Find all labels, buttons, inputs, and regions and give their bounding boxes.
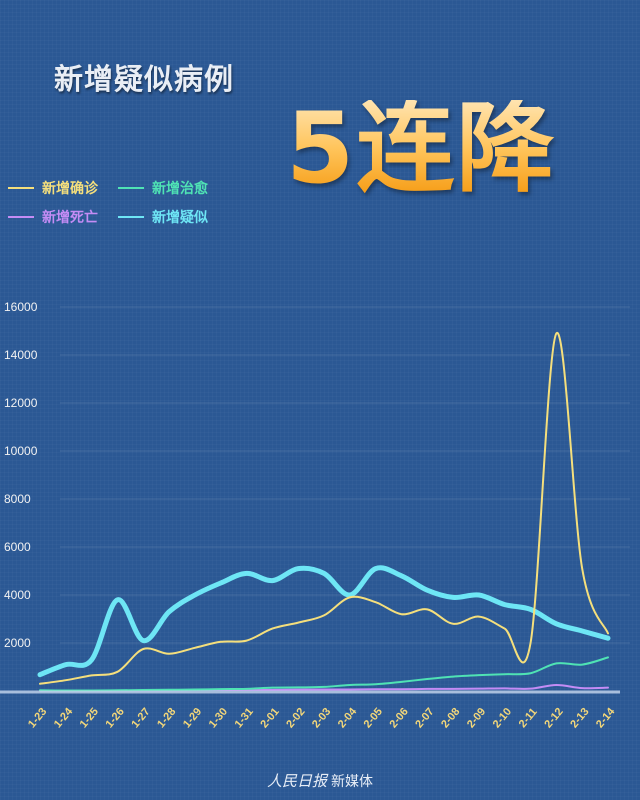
x-tick-label: 2-11 xyxy=(517,706,540,730)
legend-label-suspected: 新增疑似 xyxy=(152,210,208,226)
y-tick-label: 10000 xyxy=(4,444,38,458)
x-tick-label: 1-31 xyxy=(233,706,256,731)
x-tick-label: 2-13 xyxy=(568,706,591,731)
y-tick-label: 6000 xyxy=(4,540,31,554)
legend-item-deaths: 新增死亡 xyxy=(8,207,118,227)
legend-item-recovered: 新增治愈 xyxy=(118,178,228,198)
series-line xyxy=(37,565,611,678)
brand-suffix: 新媒体 xyxy=(331,774,373,790)
x-tick-label: 2-02 xyxy=(284,706,307,731)
y-tick-label: 16000 xyxy=(4,300,38,314)
y-tick-label: 12000 xyxy=(4,396,38,410)
line-chart: 2000 4000 6000 8000 10000 12000 14000 16000 1-2… xyxy=(0,300,630,730)
data-series xyxy=(37,332,611,692)
x-tick-label: 1-29 xyxy=(181,706,204,731)
x-tick-label: 1-23 xyxy=(26,706,49,731)
legend-swatch-suspected xyxy=(118,216,144,218)
x-tick-label: 2-01 xyxy=(258,706,281,731)
x-tick-label: 2-14 xyxy=(594,705,618,730)
y-tick-label: 8000 xyxy=(4,492,31,506)
x-tick-label: 2-12 xyxy=(542,706,565,731)
y-tick-label: 2000 xyxy=(4,636,31,650)
legend-item-suspected: 新增疑似 xyxy=(118,207,228,227)
chart-legend: 新增确诊 新增治愈 新增死亡 新增疑似 xyxy=(8,178,228,227)
x-tick-label: 2-07 xyxy=(413,706,436,731)
y-tick-label: 14000 xyxy=(4,348,38,362)
x-tick-label: 1-24 xyxy=(52,705,76,730)
series-line xyxy=(39,332,609,685)
x-tick-label: 2-06 xyxy=(387,706,410,731)
x-tick-label: 1-28 xyxy=(155,706,178,731)
series-line xyxy=(39,656,609,692)
x-tick-label: 1-26 xyxy=(103,706,126,731)
legend-swatch-deaths xyxy=(8,216,34,218)
x-tick-label: 2-09 xyxy=(465,706,488,731)
x-axis-labels: 1-23 1-24 1-25 1-26 1-27 1-28 1-29 1-30 1-31 2-01… xyxy=(26,705,618,730)
x-tick-label: 2-08 xyxy=(439,706,462,731)
x-tick-label: 2-10 xyxy=(491,706,514,731)
y-tick-label: 4000 xyxy=(4,588,31,602)
legend-label-recovered: 新增治愈 xyxy=(152,181,208,197)
brand-logo: 人民日报 xyxy=(266,772,327,790)
subtitle: 新增疑似病例 xyxy=(54,62,235,96)
legend-label-deaths: 新增死亡 xyxy=(42,210,98,226)
footer: 人民日报 新媒体 xyxy=(0,770,640,791)
legend-item-confirmed: 新增确诊 xyxy=(8,178,118,198)
legend-swatch-confirmed xyxy=(8,187,34,189)
x-tick-label: 1-25 xyxy=(78,706,101,731)
headline: 5连降 xyxy=(286,92,557,206)
x-tick-label: 2-03 xyxy=(310,706,333,731)
x-tick-label: 2-05 xyxy=(362,706,385,731)
x-tick-label: 1-27 xyxy=(129,706,152,731)
legend-label-confirmed: 新增确诊 xyxy=(42,181,98,197)
x-tick-label: 1-30 xyxy=(207,706,230,731)
x-tick-label: 2-04 xyxy=(336,705,360,730)
y-axis-labels: 2000 4000 6000 8000 10000 12000 14000 16000 xyxy=(4,300,38,650)
legend-swatch-recovered xyxy=(118,187,144,189)
